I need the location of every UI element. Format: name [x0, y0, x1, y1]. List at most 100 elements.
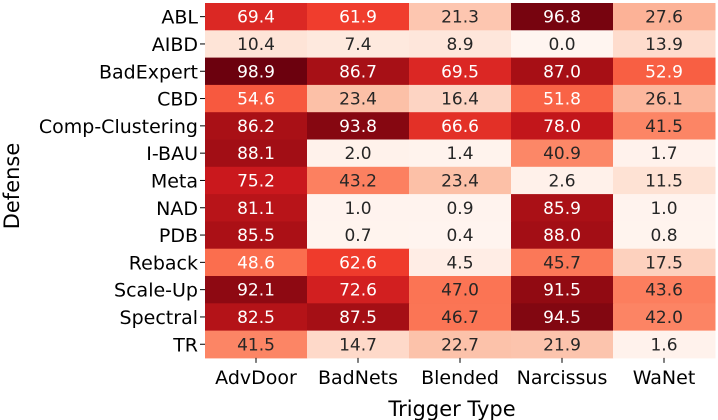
heatmap-cell [307, 30, 410, 59]
heatmap-cell [511, 57, 614, 86]
heatmap-cell [511, 139, 614, 168]
heatmap-cell [613, 30, 716, 59]
heatmap-cell [205, 276, 308, 304]
cell-value-label: 86.7 [339, 62, 377, 82]
x-tick-label: WaNet [633, 367, 696, 389]
heatmap-cell [613, 194, 716, 222]
cell-value-label: 94.5 [543, 308, 581, 328]
heatmap-cell [511, 221, 614, 250]
cell-value-label: 43.6 [645, 281, 683, 301]
cell-value-label: 14.7 [339, 335, 377, 355]
cell-value-label: 96.8 [543, 8, 581, 28]
heatmap-cell [205, 221, 308, 250]
cell-value-label: 40.9 [543, 144, 581, 164]
heatmap-cell [511, 248, 614, 277]
cell-value-label: 1.0 [344, 199, 371, 219]
heatmap-cell [307, 139, 410, 168]
cell-value-label: 92.1 [237, 281, 275, 301]
cell-value-label: 45.7 [543, 253, 581, 273]
heatmap-cell [613, 139, 716, 168]
heatmap-cell [409, 221, 512, 250]
heatmap-cell [613, 303, 716, 332]
heatmap-cell [409, 248, 512, 277]
cell-value-label: 41.5 [237, 335, 275, 355]
heatmap-cell [307, 3, 410, 31]
cell-value-label: 85.5 [237, 226, 275, 246]
cell-value-label: 46.7 [441, 308, 479, 328]
heatmap-cell [511, 84, 614, 113]
cell-value-label: 78.0 [543, 117, 581, 137]
heatmap-cell [409, 3, 512, 31]
heatmap-cell [409, 276, 512, 304]
heatmap-cell [205, 139, 308, 168]
heatmap-cell [205, 57, 308, 86]
heatmap-cell [205, 112, 308, 140]
cell-value-label: 41.5 [645, 117, 683, 137]
cell-value-label: 1.6 [650, 335, 677, 355]
cell-value-label: 0.7 [344, 226, 371, 246]
cell-value-label: 42.0 [645, 308, 683, 328]
cell-value-label: 88.1 [237, 144, 275, 164]
heatmap-cell [307, 194, 410, 222]
heatmap-cell [511, 3, 614, 31]
x-tick-label: AdvDoor [215, 367, 297, 389]
y-tick-label: AIBD [152, 34, 198, 56]
cell-value-label: 0.9 [446, 199, 473, 219]
cell-value-label: 22.7 [441, 335, 479, 355]
cell-value-label: 2.6 [548, 171, 575, 191]
cell-value-label: 87.0 [543, 62, 581, 82]
cell-value-label: 16.4 [441, 90, 479, 110]
cell-value-label: 1.7 [650, 144, 677, 164]
heatmap-cell [409, 166, 512, 195]
cell-value-label: 85.9 [543, 199, 581, 219]
cell-value-label: 47.0 [441, 281, 479, 301]
heatmap-cell [307, 57, 410, 86]
cell-value-label: 86.2 [237, 117, 275, 137]
cell-value-label: 13.9 [645, 35, 683, 55]
heatmap-cell [511, 303, 614, 332]
cell-value-label: 72.6 [339, 281, 377, 301]
cell-value-label: 48.6 [237, 253, 275, 273]
cell-value-label: 21.9 [543, 335, 581, 355]
cell-value-label: 10.4 [237, 35, 275, 55]
heatmap-cell [307, 166, 410, 195]
x-axis-title: Trigger Type [387, 397, 515, 420]
heatmap-cell [613, 3, 716, 31]
heatmap-cell [613, 276, 716, 304]
cell-value-label: 0.4 [446, 226, 473, 246]
cell-value-label: 62.6 [339, 253, 377, 273]
cell-value-label: 88.0 [543, 226, 581, 246]
heatmap-cell [613, 84, 716, 113]
y-tick-label: ABL [161, 7, 198, 29]
y-tick-label: I-BAU [146, 143, 198, 165]
heatmap-cell [205, 330, 308, 359]
y-tick-label: Meta [151, 170, 198, 192]
cell-value-label: 93.8 [339, 117, 377, 137]
cell-value-label: 69.4 [237, 8, 275, 28]
cell-value-label: 4.5 [446, 253, 473, 273]
heatmap-cell [205, 30, 308, 59]
y-tick-label: NAD [156, 198, 198, 220]
heatmap-cell [511, 330, 614, 359]
cell-value-label: 75.2 [237, 171, 275, 191]
heatmap-cell [409, 30, 512, 59]
x-tick-labels: AdvDoor BadNets Blended Narcissus WaNet [215, 357, 696, 389]
cell-value-label: 1.4 [446, 144, 473, 164]
heatmap-cells: 69.4 61.9 21.3 96.8 27.6 10.4 7.4 8.9 0.0 13.9 98.… [205, 3, 716, 359]
cell-value-label: 82.5 [237, 308, 275, 328]
cell-value-label: 0.8 [650, 226, 677, 246]
cell-value-label: 21.3 [441, 8, 479, 28]
heatmap-cell [205, 84, 308, 113]
heatmap-cell [409, 330, 512, 359]
heatmap-cell [511, 194, 614, 222]
cell-value-label: 81.1 [237, 199, 275, 219]
heatmap-cell [307, 248, 410, 277]
heatmap-cell [511, 30, 614, 59]
y-tick-label: Spectral [120, 307, 198, 329]
heatmap-cell [205, 248, 308, 277]
heatmap-cell [511, 166, 614, 195]
cell-value-label: 0.0 [548, 35, 575, 55]
cell-value-label: 61.9 [339, 8, 377, 28]
y-tick-label: PDB [159, 225, 198, 247]
